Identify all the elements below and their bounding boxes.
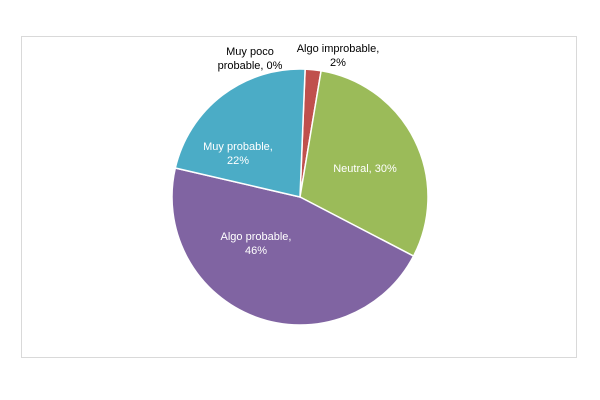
data-label-algo-improbable: Algo improbable, 2%	[297, 43, 380, 69]
data-label-muy-probable: Muy probable, 22%	[203, 141, 273, 167]
pie-slice-algo-probable	[171, 167, 415, 326]
data-label-algo-probable: Algo probable, 46%	[221, 231, 292, 257]
pie-slice-muy-probable	[174, 68, 306, 198]
data-label-neutral: Neutral, 30%	[333, 163, 397, 175]
pie-slice-neutral	[299, 69, 429, 258]
data-label-muy-poco-probable: Muy poco probable, 0%	[218, 46, 283, 72]
